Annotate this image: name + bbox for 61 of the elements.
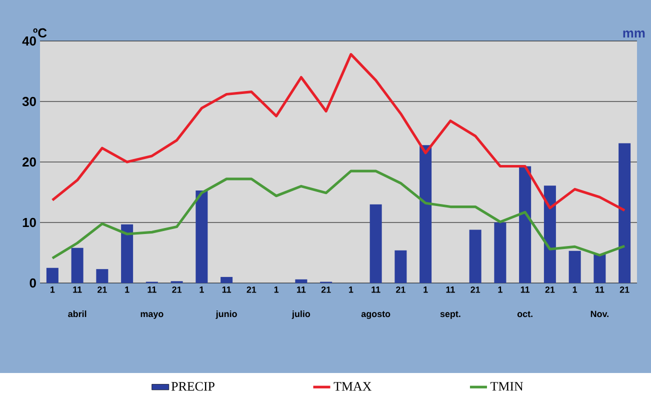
x-tick-label: 11 [446, 286, 455, 293]
bar [220, 276, 233, 283]
x-tick-label: 11 [148, 286, 156, 293]
x-tick-label: 1 [200, 286, 204, 293]
x-tick-label: 1 [349, 286, 354, 293]
y-tick-label: 40 [22, 36, 36, 46]
bar [420, 145, 432, 283]
legend-label: PRECIP [171, 382, 214, 391]
x-tick-label: 1 [572, 286, 578, 293]
bar [71, 248, 84, 283]
x-tick-label: 11 [520, 286, 530, 293]
y-tick-label: 30 [22, 96, 36, 106]
x-tick-label: 1 [498, 286, 502, 293]
bar [370, 204, 382, 283]
text: junio [216, 310, 237, 319]
text: mayo [140, 312, 164, 319]
y-tick-label: 20 [22, 157, 36, 167]
bar [394, 250, 407, 283]
x-tick-label: 1 [125, 286, 130, 293]
x-tick-label: 11 [222, 286, 232, 293]
x-tick-label: 1 [274, 286, 279, 293]
bar [618, 143, 631, 283]
bar [544, 186, 556, 283]
line-series [51, 53, 626, 212]
x-tick-label: 11 [596, 286, 604, 293]
x-tick-label: 21 [620, 286, 630, 293]
x-tick-label: 11 [297, 286, 306, 293]
x-tick-label: 21 [545, 286, 555, 293]
bar [96, 269, 108, 283]
x-tick-label: 21 [246, 286, 256, 293]
y2-axis-title: mm [623, 30, 645, 38]
text: julio [292, 310, 310, 319]
legend-label: TMIN [490, 382, 524, 391]
x-tick-label: 11 [73, 286, 82, 293]
bar [295, 279, 308, 283]
x-tick-label: 21 [172, 286, 182, 293]
x-tick-label: 21 [470, 286, 480, 293]
y-axis-title: ºC [33, 28, 47, 38]
text: agosto [361, 311, 390, 319]
bar [519, 166, 532, 283]
x-tick-label: 21 [396, 286, 406, 293]
bar [568, 250, 581, 283]
text: Nov. [590, 310, 608, 318]
text: abril [68, 310, 86, 318]
y-tick-label: 10 [22, 218, 36, 228]
bar [121, 224, 134, 283]
x-tick-label: 1 [50, 286, 55, 293]
bar [494, 222, 506, 283]
x-tick-label: 1 [424, 286, 428, 293]
x-tick-label: 11 [372, 286, 380, 293]
text: sept. [440, 311, 460, 319]
bar [196, 190, 208, 283]
line-series [51, 170, 626, 260]
bar [46, 268, 58, 283]
text: oct. [517, 311, 532, 318]
bar [469, 230, 482, 283]
x-tick-label: 21 [321, 286, 331, 293]
legend-label: TMAX [334, 382, 372, 391]
x-tick-label: 21 [98, 286, 107, 293]
y-tick-label: 0 [30, 278, 36, 288]
bar [594, 254, 606, 283]
